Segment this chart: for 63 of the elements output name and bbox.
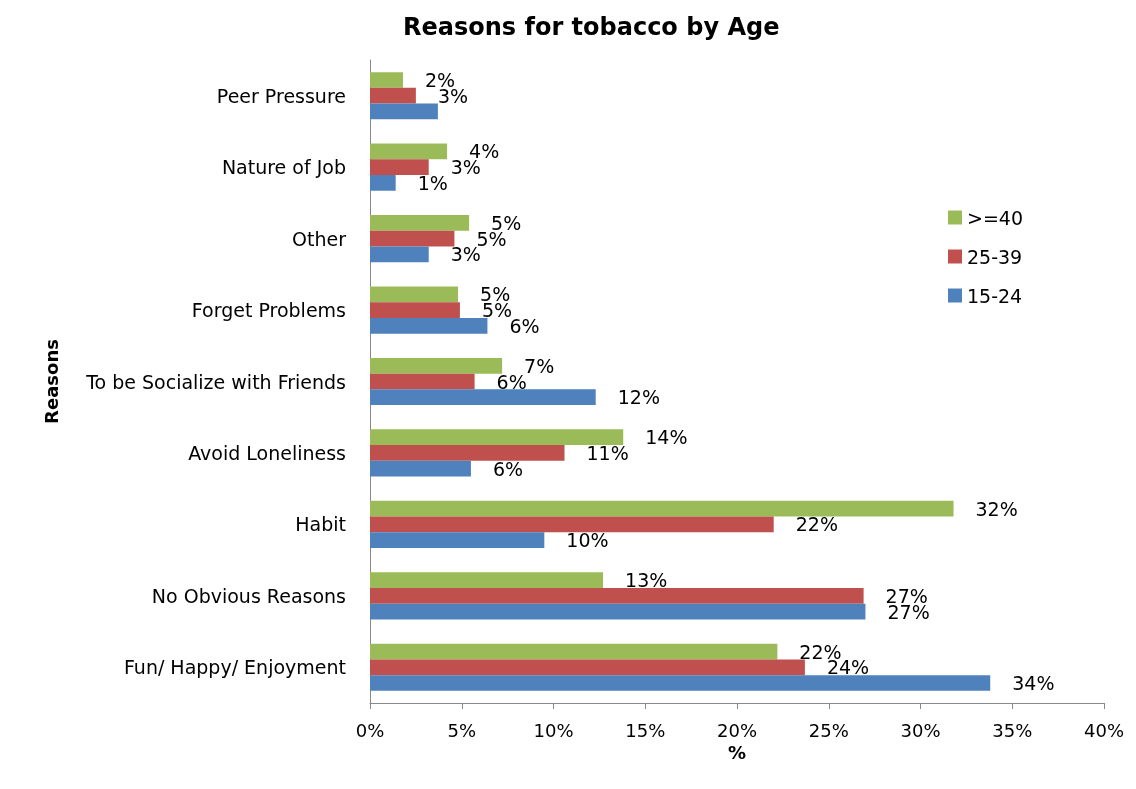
y-axis-title: Reasons — [40, 339, 62, 424]
data-label: 1% — [417, 171, 448, 194]
bar — [370, 87, 416, 104]
data-label: 11% — [586, 441, 629, 464]
y-tick-label: To be Socialize with Friends — [85, 370, 346, 393]
bar — [370, 103, 438, 120]
bar — [370, 357, 503, 374]
data-label: 14% — [645, 426, 688, 449]
bar — [370, 175, 396, 191]
x-tick-label: 25% — [808, 719, 849, 741]
y-tick-label: Other — [292, 227, 347, 250]
x-tick-label: 30% — [900, 719, 941, 741]
bar — [370, 516, 774, 533]
bar — [370, 659, 805, 676]
legend-label: 25-39 — [966, 245, 1023, 268]
x-axis-title: % — [727, 742, 747, 764]
x-tick-label: 10% — [533, 719, 574, 741]
y-tick-label: Peer Pressure — [216, 84, 346, 107]
bar — [370, 317, 488, 334]
bar — [370, 603, 866, 620]
data-label: 7% — [524, 354, 555, 377]
data-label: 32% — [975, 497, 1018, 520]
y-tick-label: Habit — [295, 513, 346, 536]
bar — [370, 445, 565, 461]
data-label: 6% — [492, 457, 524, 480]
bar — [370, 643, 778, 660]
bar — [370, 500, 954, 517]
data-label: 34% — [1012, 672, 1055, 694]
bar — [370, 302, 460, 318]
data-label: 6% — [496, 370, 527, 393]
bar — [370, 587, 864, 604]
legend-label: >=40 — [966, 206, 1024, 229]
chart-title: Reasons for tobacco by Age — [403, 13, 780, 41]
bar — [370, 675, 991, 691]
legend-label: 15-24 — [966, 284, 1023, 307]
bar — [370, 246, 429, 263]
bar — [370, 532, 545, 548]
x-tick-label: 5% — [447, 719, 477, 741]
data-label: 10% — [566, 529, 609, 552]
bar — [370, 286, 459, 303]
bar — [370, 72, 404, 88]
x-tick-label: 20% — [716, 719, 758, 741]
x-tick-label: 40% — [1083, 719, 1125, 741]
y-tick-label: Fun/ Happy/ Enjoyment — [123, 656, 346, 679]
bar — [370, 572, 604, 588]
bar — [370, 389, 596, 406]
data-label: 22% — [795, 513, 838, 536]
x-tick-label: 0% — [355, 719, 385, 741]
y-tick-label: Nature of Job — [221, 156, 346, 179]
data-label: 13% — [625, 569, 668, 592]
y-tick-label: Forget Problems — [191, 299, 346, 322]
bar — [370, 143, 448, 160]
bar — [370, 215, 470, 231]
x-tick-label: 15% — [625, 719, 666, 741]
x-tick-label: 35% — [992, 719, 1033, 741]
data-label: 12% — [617, 386, 660, 409]
bar — [370, 373, 475, 390]
bar — [370, 230, 455, 247]
y-tick-label: Avoid Loneliness — [188, 441, 346, 464]
bar — [370, 429, 624, 446]
bar — [370, 460, 471, 477]
y-tick-label: No Obvious Reasons — [151, 584, 346, 607]
bar — [370, 159, 429, 176]
